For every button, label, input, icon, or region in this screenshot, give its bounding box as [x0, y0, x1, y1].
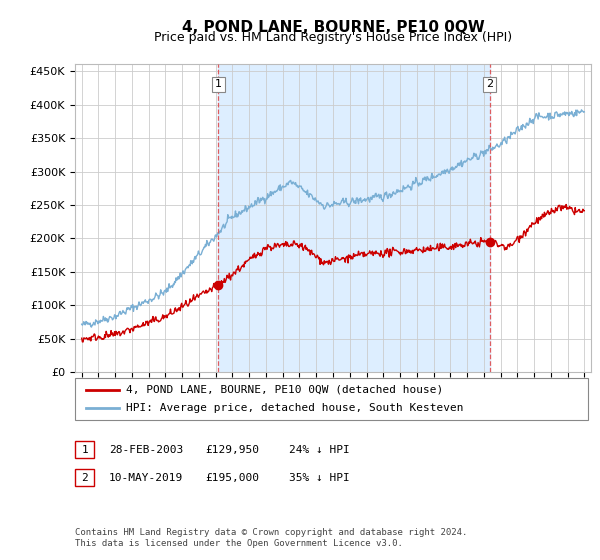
- Text: 10-MAY-2019: 10-MAY-2019: [109, 473, 184, 483]
- Text: 2: 2: [486, 80, 493, 90]
- Text: 4, POND LANE, BOURNE, PE10 0QW: 4, POND LANE, BOURNE, PE10 0QW: [182, 20, 484, 35]
- Text: £129,950: £129,950: [205, 445, 259, 455]
- Text: 2: 2: [81, 473, 88, 483]
- Text: 35% ↓ HPI: 35% ↓ HPI: [289, 473, 350, 483]
- Text: Price paid vs. HM Land Registry's House Price Index (HPI): Price paid vs. HM Land Registry's House …: [154, 31, 512, 44]
- Text: 4, POND LANE, BOURNE, PE10 0QW (detached house): 4, POND LANE, BOURNE, PE10 0QW (detached…: [126, 385, 443, 395]
- Text: Contains HM Land Registry data © Crown copyright and database right 2024.
This d: Contains HM Land Registry data © Crown c…: [75, 528, 467, 548]
- Text: £195,000: £195,000: [205, 473, 259, 483]
- Text: HPI: Average price, detached house, South Kesteven: HPI: Average price, detached house, Sout…: [126, 403, 464, 413]
- Text: 28-FEB-2003: 28-FEB-2003: [109, 445, 184, 455]
- Text: 1: 1: [81, 445, 88, 455]
- Bar: [218, 64, 490, 372]
- Text: 1: 1: [215, 80, 222, 90]
- Text: 24% ↓ HPI: 24% ↓ HPI: [289, 445, 350, 455]
